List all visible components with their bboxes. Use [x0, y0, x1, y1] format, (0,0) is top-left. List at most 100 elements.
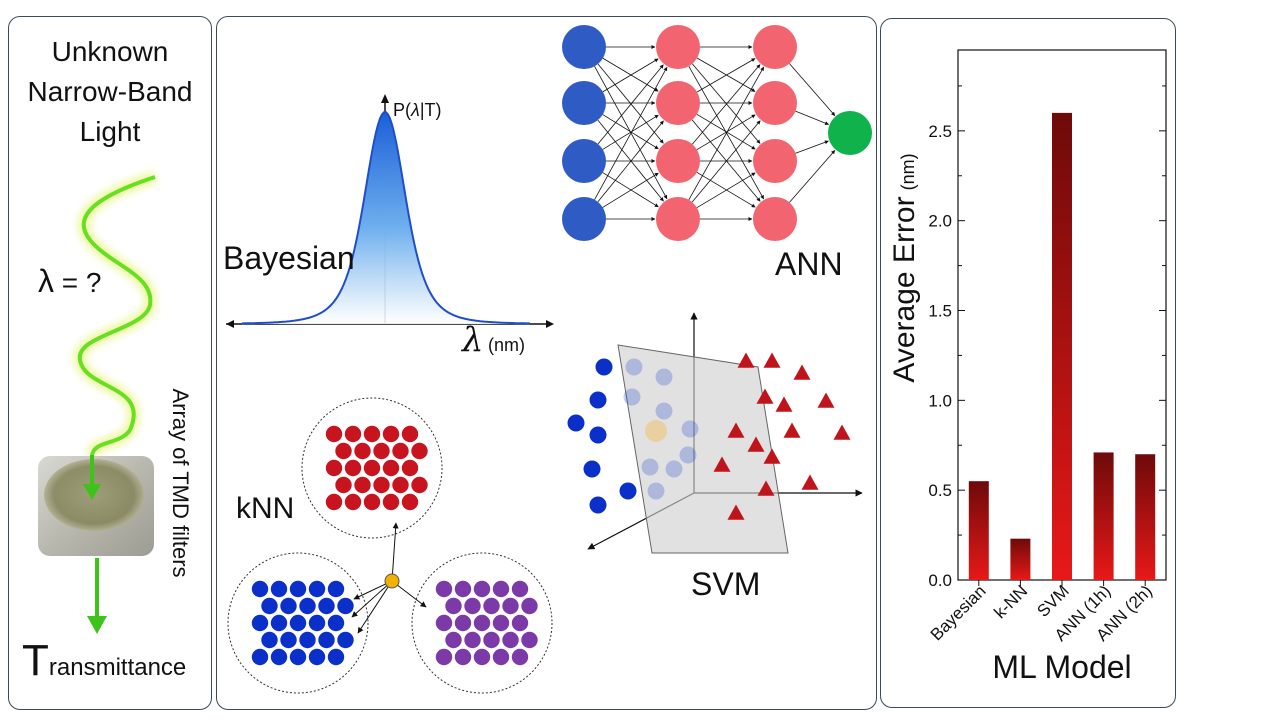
ann-connection	[602, 114, 659, 150]
knn-purple-point	[445, 597, 462, 615]
transmittance-initial: T	[22, 636, 49, 685]
svm-red-point	[713, 456, 731, 472]
knn-red-point	[325, 459, 343, 477]
prob-prefix: P(	[393, 100, 411, 120]
knn-blue-point	[289, 648, 307, 666]
knn-purple-point	[521, 631, 538, 649]
ann-connection	[691, 63, 761, 144]
knn-blue-point	[327, 614, 345, 632]
knn-red-point	[373, 442, 390, 460]
knn-blue-point	[337, 597, 354, 615]
ann-connection	[691, 120, 761, 203]
ann-label: ANN	[775, 246, 843, 282]
knn-red-point	[382, 459, 400, 477]
knn-blue-point	[270, 614, 288, 632]
ann-input-node	[562, 197, 606, 241]
knn-label: kNN	[236, 492, 295, 525]
knn-cluster-purple-boundary	[411, 552, 553, 694]
y-label-main: Average Error	[888, 196, 921, 382]
knn-blue-point	[280, 597, 297, 615]
ann-hidden1-node	[656, 139, 700, 183]
knn-purple-point	[473, 580, 491, 598]
knn-red-point	[401, 493, 419, 511]
ann-input-node	[562, 25, 606, 69]
ann-connection	[789, 63, 836, 116]
ann-hidden2-node	[753, 139, 797, 183]
knn-red-point	[373, 476, 390, 494]
ann-connection	[597, 63, 664, 144]
svm-blue-point	[567, 414, 585, 432]
ann-connection	[691, 64, 761, 145]
error-chart-panel	[880, 18, 1176, 708]
ann-connection	[696, 172, 756, 209]
y-tick-label: 0.0	[928, 571, 952, 590]
ann-connection	[696, 114, 756, 151]
svm-red-point	[763, 352, 781, 368]
svm-blue-point	[583, 460, 601, 478]
knn-blue-point	[251, 614, 269, 632]
knn-blue-point	[289, 580, 307, 598]
knn-red-point	[335, 476, 352, 494]
knn-blue-point	[308, 648, 326, 666]
svm-red-point	[757, 480, 775, 496]
knn-illustration	[227, 397, 553, 694]
knn-cluster-blue-boundary	[227, 552, 369, 694]
filter-array-label: Array of TMD filters	[168, 388, 193, 578]
svm-blue-point-behind-plane	[625, 358, 643, 376]
knn-purple-point	[502, 631, 519, 649]
knn-purple-point	[473, 614, 491, 632]
posterior-curve	[242, 111, 530, 325]
knn-blue-point	[289, 614, 307, 632]
knn-purple-point	[511, 648, 529, 666]
knn-red-point	[382, 425, 400, 443]
knn-purple-point	[435, 580, 453, 598]
knn-red-point	[401, 459, 419, 477]
knn-blue-point	[261, 597, 278, 615]
bar-ann-1h-	[1093, 452, 1114, 580]
knn-red-point	[325, 425, 343, 443]
svm-red-point	[756, 388, 774, 404]
knn-cluster-red-boundary	[301, 397, 443, 539]
svm-label: SVM	[691, 566, 761, 602]
svm-red-point	[833, 424, 851, 440]
knn-red-point	[382, 493, 400, 511]
knn-red-point	[411, 476, 428, 494]
svm-red-point	[727, 504, 745, 520]
unknown-light-title: Unknown Narrow-Band Light	[8, 32, 212, 152]
svm-blue-point-behind-plane	[655, 368, 673, 386]
ann-connection	[789, 150, 836, 203]
svm-red-point	[783, 422, 801, 438]
knn-blue-point	[280, 631, 297, 649]
svm-red-point	[727, 422, 745, 438]
svm-red-point	[817, 392, 835, 408]
knn-blue-point	[318, 597, 335, 615]
svm-red-point	[793, 364, 811, 380]
svm-hyperplane	[617, 344, 789, 554]
knn-purple-point	[454, 648, 472, 666]
knn-red-point	[325, 493, 343, 511]
svm-red-point	[775, 396, 793, 412]
transmittance-label: Transmittance	[22, 636, 186, 686]
knn-red-point	[335, 442, 352, 460]
light-input-panel	[8, 16, 212, 710]
ann-output-node	[828, 111, 872, 155]
ann-hidden2-node	[753, 81, 797, 125]
svm-blue-point-behind-plane	[647, 482, 665, 500]
title-line-1: Unknown	[51, 36, 169, 67]
knn-purple-point	[492, 614, 510, 632]
ann-connection	[602, 114, 659, 150]
y-tick-label: 2.5	[928, 122, 952, 141]
knn-red-point	[392, 442, 409, 460]
knn-purple-point	[511, 580, 529, 598]
ann-hidden1-node	[656, 197, 700, 241]
svm-red-point	[763, 448, 781, 464]
bar-ann-2h-	[1135, 454, 1156, 580]
bayesian-label: Bayesian	[223, 240, 355, 276]
svm-blue-point	[595, 358, 613, 376]
knn-blue-point	[337, 631, 354, 649]
bayes-x-lambda: λ	[462, 320, 484, 360]
light-path-illustration	[38, 171, 157, 634]
knn-purple-point	[521, 597, 538, 615]
knn-red-point	[363, 459, 381, 477]
ann-hidden1-node	[656, 25, 700, 69]
